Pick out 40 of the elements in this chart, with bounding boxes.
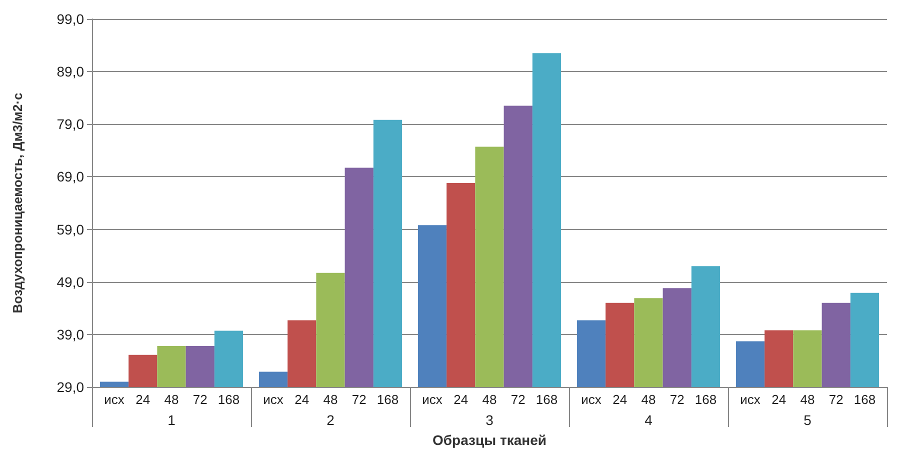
x-tick-label: 3	[486, 412, 494, 428]
text: исх	[263, 392, 284, 407]
text: 72	[828, 392, 844, 407]
text: 168	[854, 392, 876, 407]
series-label: исх	[104, 392, 125, 407]
text: 168	[694, 392, 717, 407]
text: 24	[772, 392, 786, 407]
text: 48	[482, 392, 497, 407]
y-tick-label: 29,0	[56, 379, 84, 395]
text: исх	[740, 392, 760, 407]
y-tick-label: 49,0	[56, 274, 84, 290]
text: 48	[641, 392, 656, 407]
text: 24	[294, 392, 310, 407]
x-tick-label: 2	[326, 412, 335, 428]
text: 72	[510, 392, 526, 407]
text: исх	[581, 392, 602, 407]
text: 168	[376, 392, 399, 407]
x-axis-title: Образцы тканей	[432, 432, 546, 448]
text: 72	[670, 392, 684, 407]
y-axis-title: Воздухопроницаемость, Дм3/м2·с	[10, 92, 25, 314]
x-tick-label: 5	[804, 412, 812, 428]
text: 24	[454, 392, 468, 407]
y-tick-label: 79,0	[56, 116, 84, 132]
y-tick-label: 59,0	[56, 221, 84, 238]
series-label: 168	[218, 392, 240, 407]
text: 48	[323, 392, 338, 407]
y-tick-label: 89,0	[56, 64, 84, 80]
y-tick-label: 39,0	[56, 326, 84, 342]
y-tick-label: 99,0	[56, 11, 84, 27]
y-tick-label: 69,0	[56, 168, 84, 185]
series-label: 24	[136, 392, 150, 407]
text: 72	[352, 392, 366, 407]
text: исх	[422, 392, 442, 407]
x-tick-label: 1	[168, 412, 176, 428]
series-label: 48	[164, 392, 179, 407]
text: 24	[612, 392, 628, 407]
x-tick-label: 4	[644, 412, 653, 428]
text: 48	[800, 392, 815, 407]
text: 168	[536, 392, 558, 407]
series-label: 72	[192, 392, 208, 407]
